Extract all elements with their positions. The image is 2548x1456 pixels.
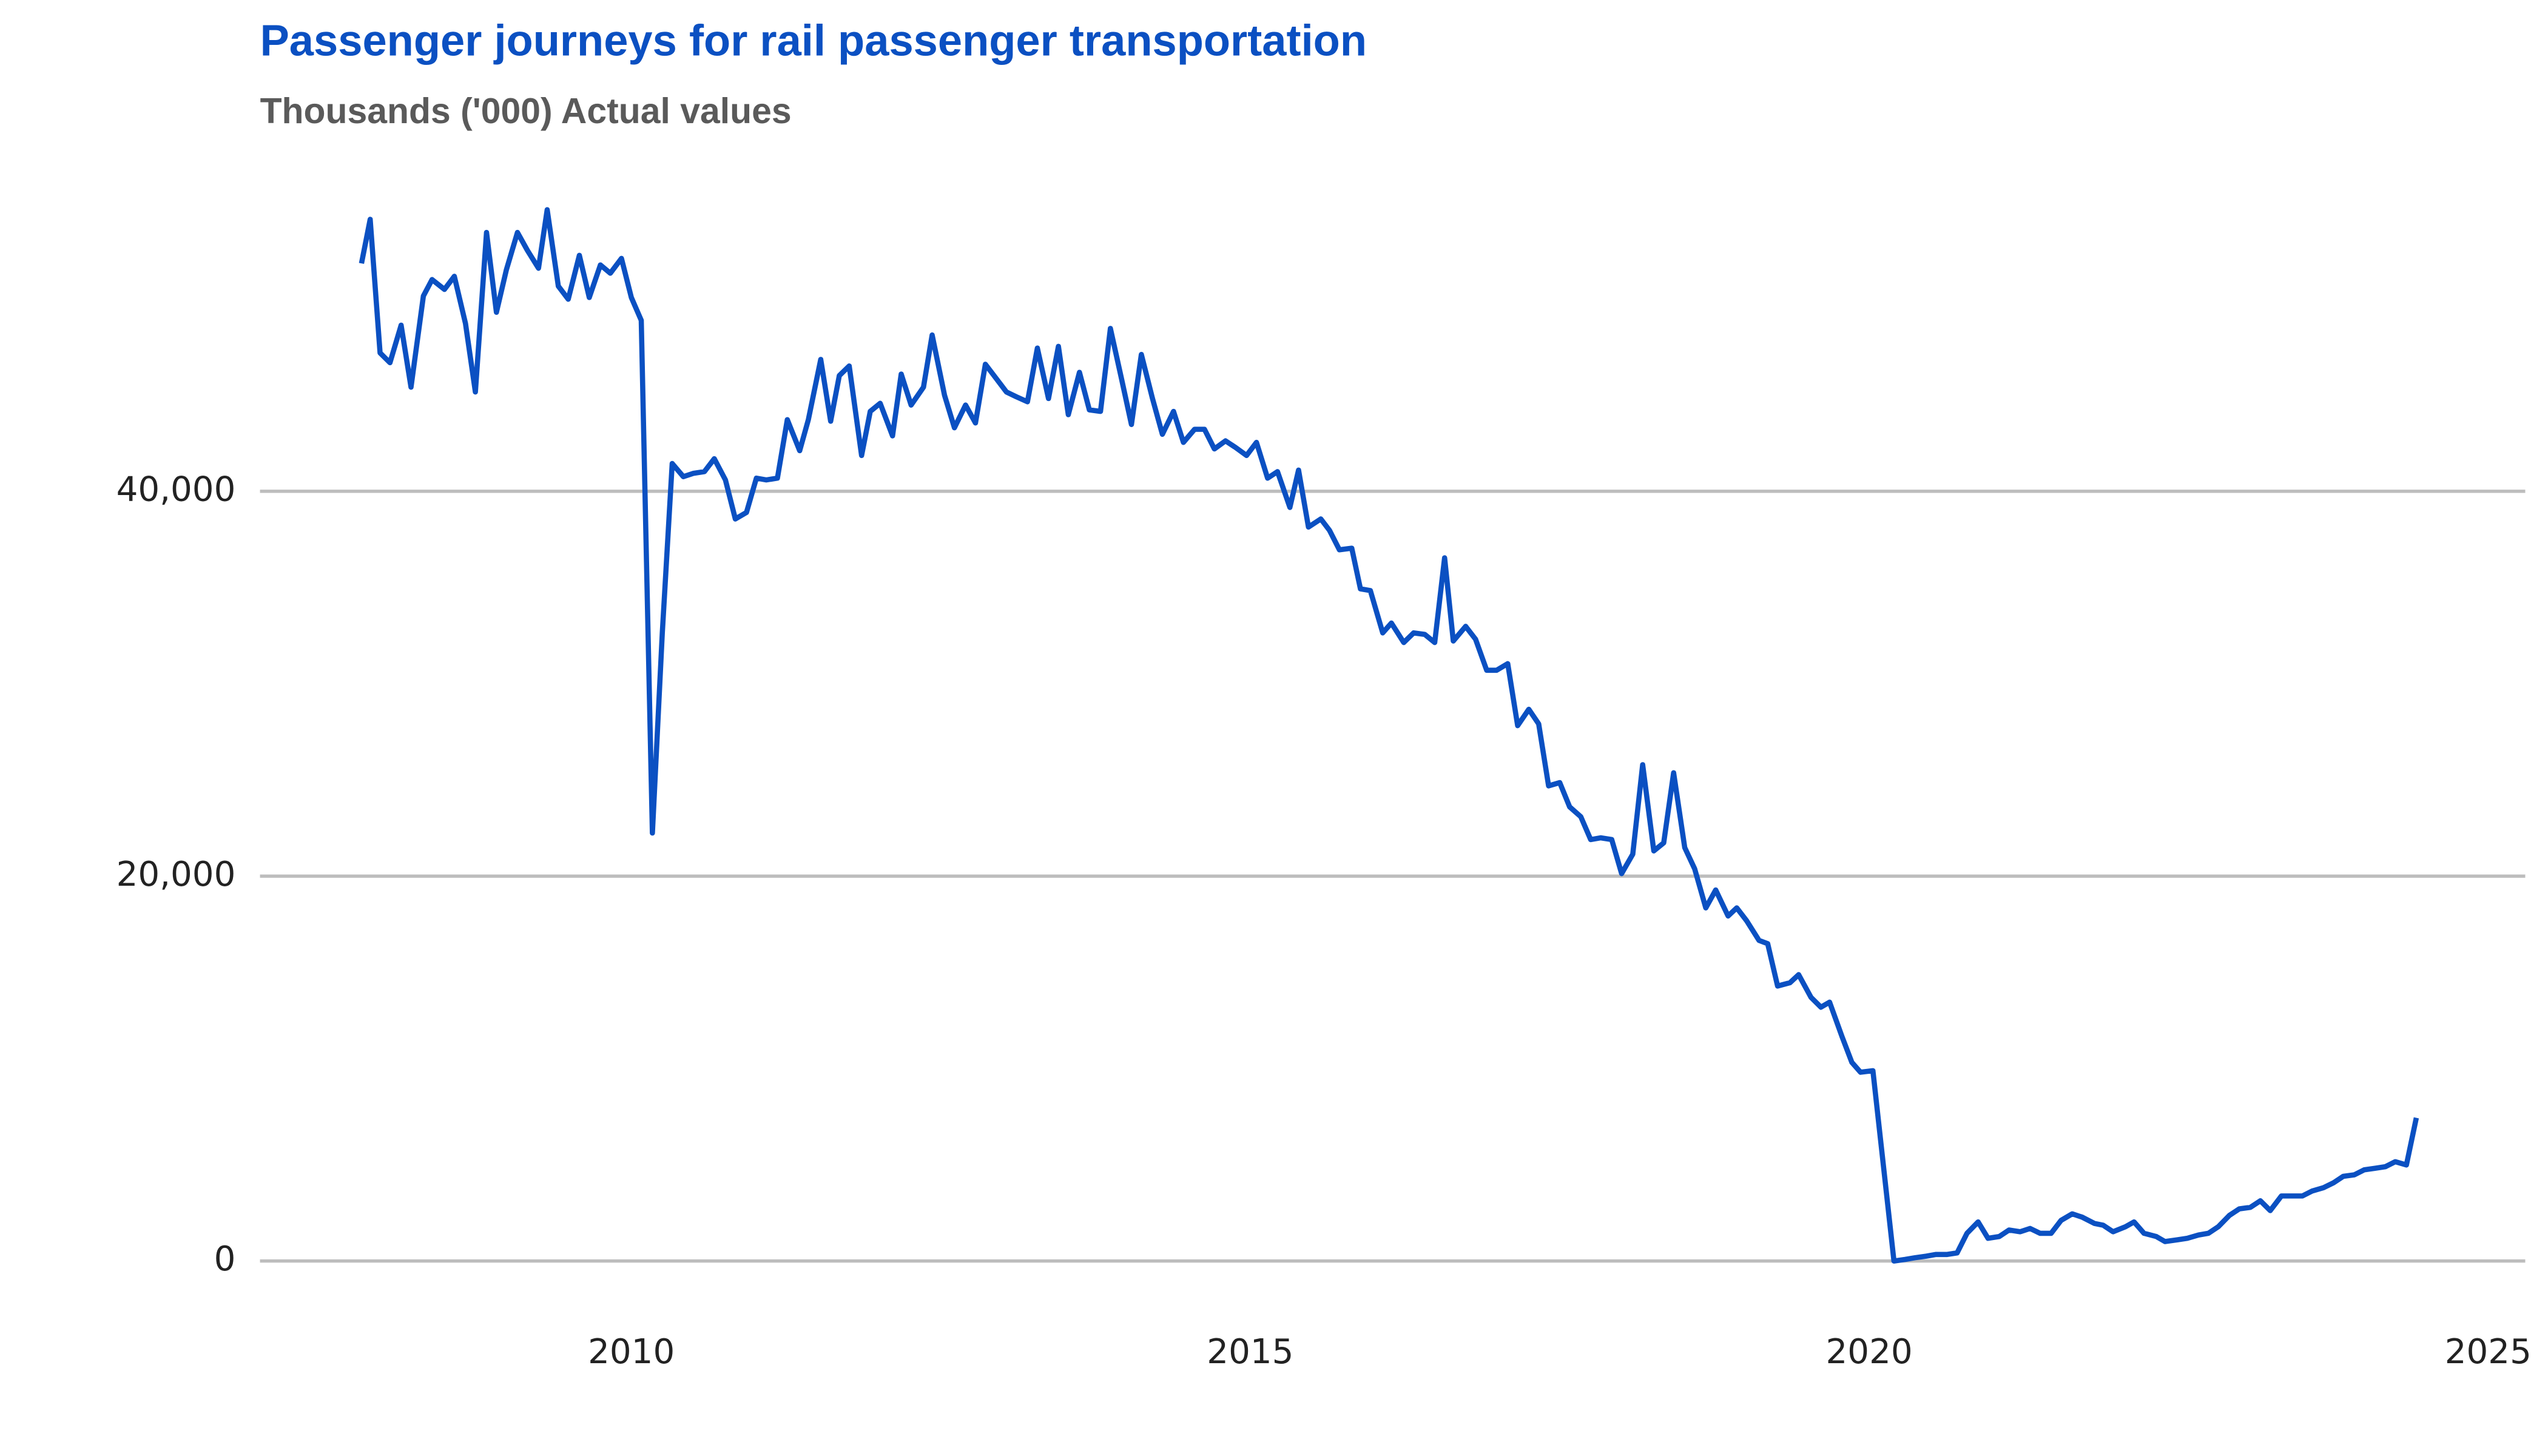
y-tick-label: 0 [214, 1239, 236, 1279]
x-tick-label: 2010 [588, 1332, 675, 1372]
chart-title: Passenger journeys for rail passenger tr… [260, 16, 1367, 65]
y-tick-label: 40,000 [116, 470, 236, 509]
x-tick-label: 2025 [2445, 1332, 2532, 1372]
chart-subtitle: Thousands ('000) Actual values [260, 92, 792, 131]
y-tick-label: 20,000 [116, 855, 236, 894]
x-tick-label: 2015 [1207, 1332, 1293, 1372]
series-line [359, 207, 2419, 1264]
x-tick-label: 2020 [1826, 1332, 1913, 1372]
